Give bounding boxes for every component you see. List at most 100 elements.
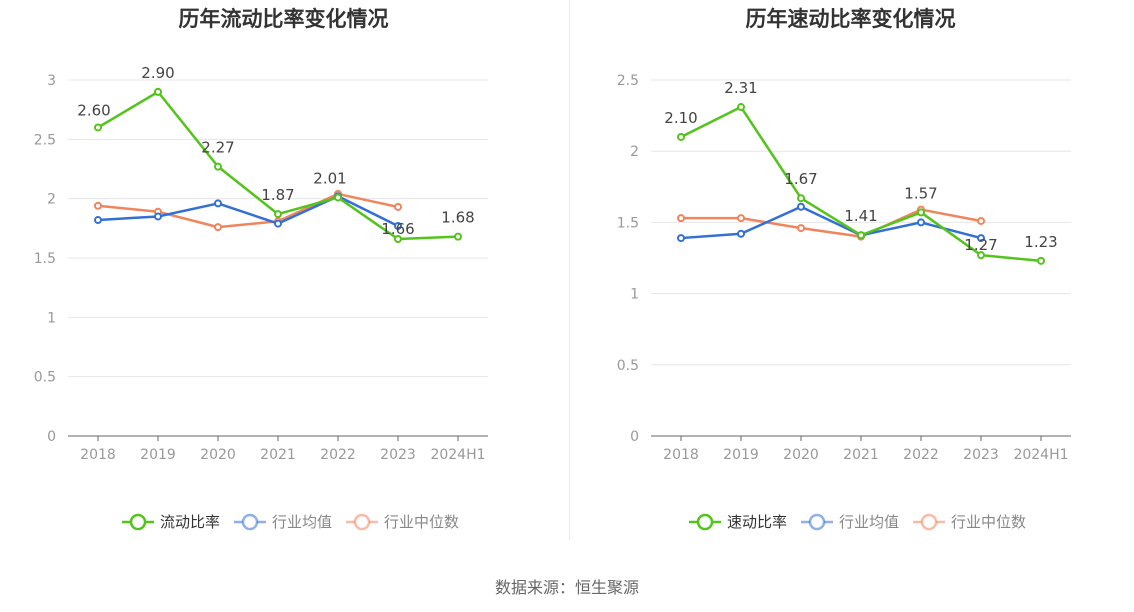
data-point — [917, 218, 925, 227]
y-tick-label: 2 — [47, 192, 56, 208]
data-point — [977, 234, 985, 243]
series-line — [97, 195, 399, 228]
data-point — [214, 199, 222, 208]
data-point — [677, 234, 685, 243]
chart-title: 历年流动比率变化情况 — [178, 7, 389, 31]
data-label: 2.01 — [313, 169, 346, 187]
y-tick-label: 1 — [630, 287, 639, 303]
x-tick-label: 2023 — [380, 447, 416, 463]
legend-item[interactable]: 流动比率 — [122, 513, 220, 531]
data-point — [394, 221, 402, 230]
legend-label: 流动比率 — [160, 513, 220, 531]
data-label: 2.10 — [664, 109, 697, 127]
data-point — [857, 231, 865, 240]
data-source-note: 数据来源：恒生聚源 — [494, 578, 639, 597]
data-point — [977, 216, 985, 225]
legend-marker — [129, 513, 147, 531]
data-label: 2.60 — [77, 101, 110, 119]
panel-divider — [569, 0, 570, 540]
data-point — [274, 219, 282, 228]
legend-item[interactable]: 行业均值 — [234, 513, 332, 531]
y-tick-label: 0 — [47, 429, 56, 445]
y-tick-label: 1.5 — [34, 251, 56, 267]
x-tick-label: 2019 — [723, 447, 759, 463]
legend-item[interactable]: 行业中位数 — [346, 513, 459, 531]
x-tick-label: 2020 — [200, 447, 236, 463]
legend-marker — [241, 513, 259, 531]
y-tick-label: 0 — [630, 429, 639, 445]
x-tick-label: 2024H1 — [1013, 447, 1068, 463]
data-point — [977, 251, 985, 260]
data-point — [797, 202, 805, 211]
y-tick-label: 0.5 — [34, 370, 56, 386]
data-point — [737, 214, 745, 223]
quick-ratio-plot: 0 0.5 1 1.5 2 2.5 2018 2019 2020 2021 2022 2023 2024… — [617, 73, 1071, 531]
data-point — [94, 123, 102, 132]
data-point — [737, 103, 745, 112]
data-label: 2.90 — [141, 64, 174, 82]
legend-item[interactable]: 行业均值 — [801, 513, 899, 531]
y-tick-label: 1.5 — [617, 215, 639, 231]
legend-marker — [920, 513, 938, 531]
data-point — [274, 210, 282, 219]
x-tick-label: 2023 — [963, 447, 999, 463]
chart-title: 历年速动比率变化情况 — [745, 7, 956, 31]
y-tick-label: 1 — [47, 310, 56, 326]
y-tick-label: 2.5 — [34, 132, 56, 148]
y-tick-label: 0.5 — [617, 358, 639, 374]
current-ratio-chart: 历年流动比率变化情况 0 0.5 1 1.5 2 2.5 3 2018 2019 2020 2021… — [0, 0, 567, 560]
data-point — [394, 235, 402, 244]
data-point — [214, 162, 222, 171]
x-tick-label: 2022 — [903, 447, 939, 463]
legend-marker — [696, 513, 714, 531]
legend-label: 速动比率 — [727, 513, 787, 531]
y-tick-label: 2 — [630, 144, 639, 160]
legend-label: 行业中位数 — [951, 513, 1026, 531]
data-label: 2.27 — [201, 139, 234, 157]
x-tick-label: 2018 — [80, 447, 116, 463]
data-label: 1.27 — [964, 236, 997, 254]
data-label: 1.66 — [381, 220, 414, 238]
legend-label: 行业均值 — [272, 513, 332, 531]
x-tick-label: 2024H1 — [430, 447, 485, 463]
y-tick-label: 3 — [47, 73, 56, 89]
legend-label: 行业中位数 — [384, 513, 459, 531]
data-point — [214, 223, 222, 232]
data-point — [677, 214, 685, 223]
legend-marker — [808, 513, 826, 531]
data-label: 1.68 — [441, 209, 474, 227]
legend-label: 行业均值 — [839, 513, 899, 531]
legend-item[interactable]: 速动比率 — [689, 513, 787, 531]
data-label: 1.23 — [1024, 233, 1057, 251]
data-point — [1037, 256, 1045, 265]
x-tick-label: 2021 — [843, 447, 879, 463]
data-point — [94, 201, 102, 210]
quick-ratio-chart: 历年速动比率变化情况 0 0.5 1 1.5 2 2.5 2018 2019 2020 2021 2… — [567, 0, 1134, 560]
data-label: 1.57 — [904, 184, 937, 202]
x-tick-label: 2018 — [663, 447, 699, 463]
data-point — [334, 193, 342, 202]
y-tick-label: 2.5 — [617, 73, 639, 89]
data-label: 1.41 — [844, 207, 877, 225]
data-label: 1.87 — [261, 186, 294, 204]
legend-item[interactable]: 行业中位数 — [913, 513, 1026, 531]
data-point — [94, 216, 102, 225]
series-line — [681, 208, 982, 238]
data-point — [797, 224, 805, 233]
data-point — [917, 208, 925, 217]
x-tick-label: 2020 — [783, 447, 819, 463]
x-tick-label: 2019 — [140, 447, 176, 463]
x-tick-label: 2021 — [260, 447, 296, 463]
current-ratio-plot: 0 0.5 1 1.5 2 2.5 3 2018 2019 2020 2021 2022 2023 202… — [34, 64, 488, 531]
data-point — [154, 87, 162, 96]
data-label: 2.31 — [724, 79, 757, 97]
data-point — [454, 232, 462, 241]
data-point — [677, 132, 685, 141]
data-point — [154, 212, 162, 221]
data-label: 1.67 — [784, 170, 817, 188]
x-tick-label: 2022 — [320, 447, 356, 463]
series-line — [680, 205, 982, 240]
data-point — [737, 229, 745, 238]
series-line — [97, 192, 399, 229]
data-point — [394, 202, 402, 211]
